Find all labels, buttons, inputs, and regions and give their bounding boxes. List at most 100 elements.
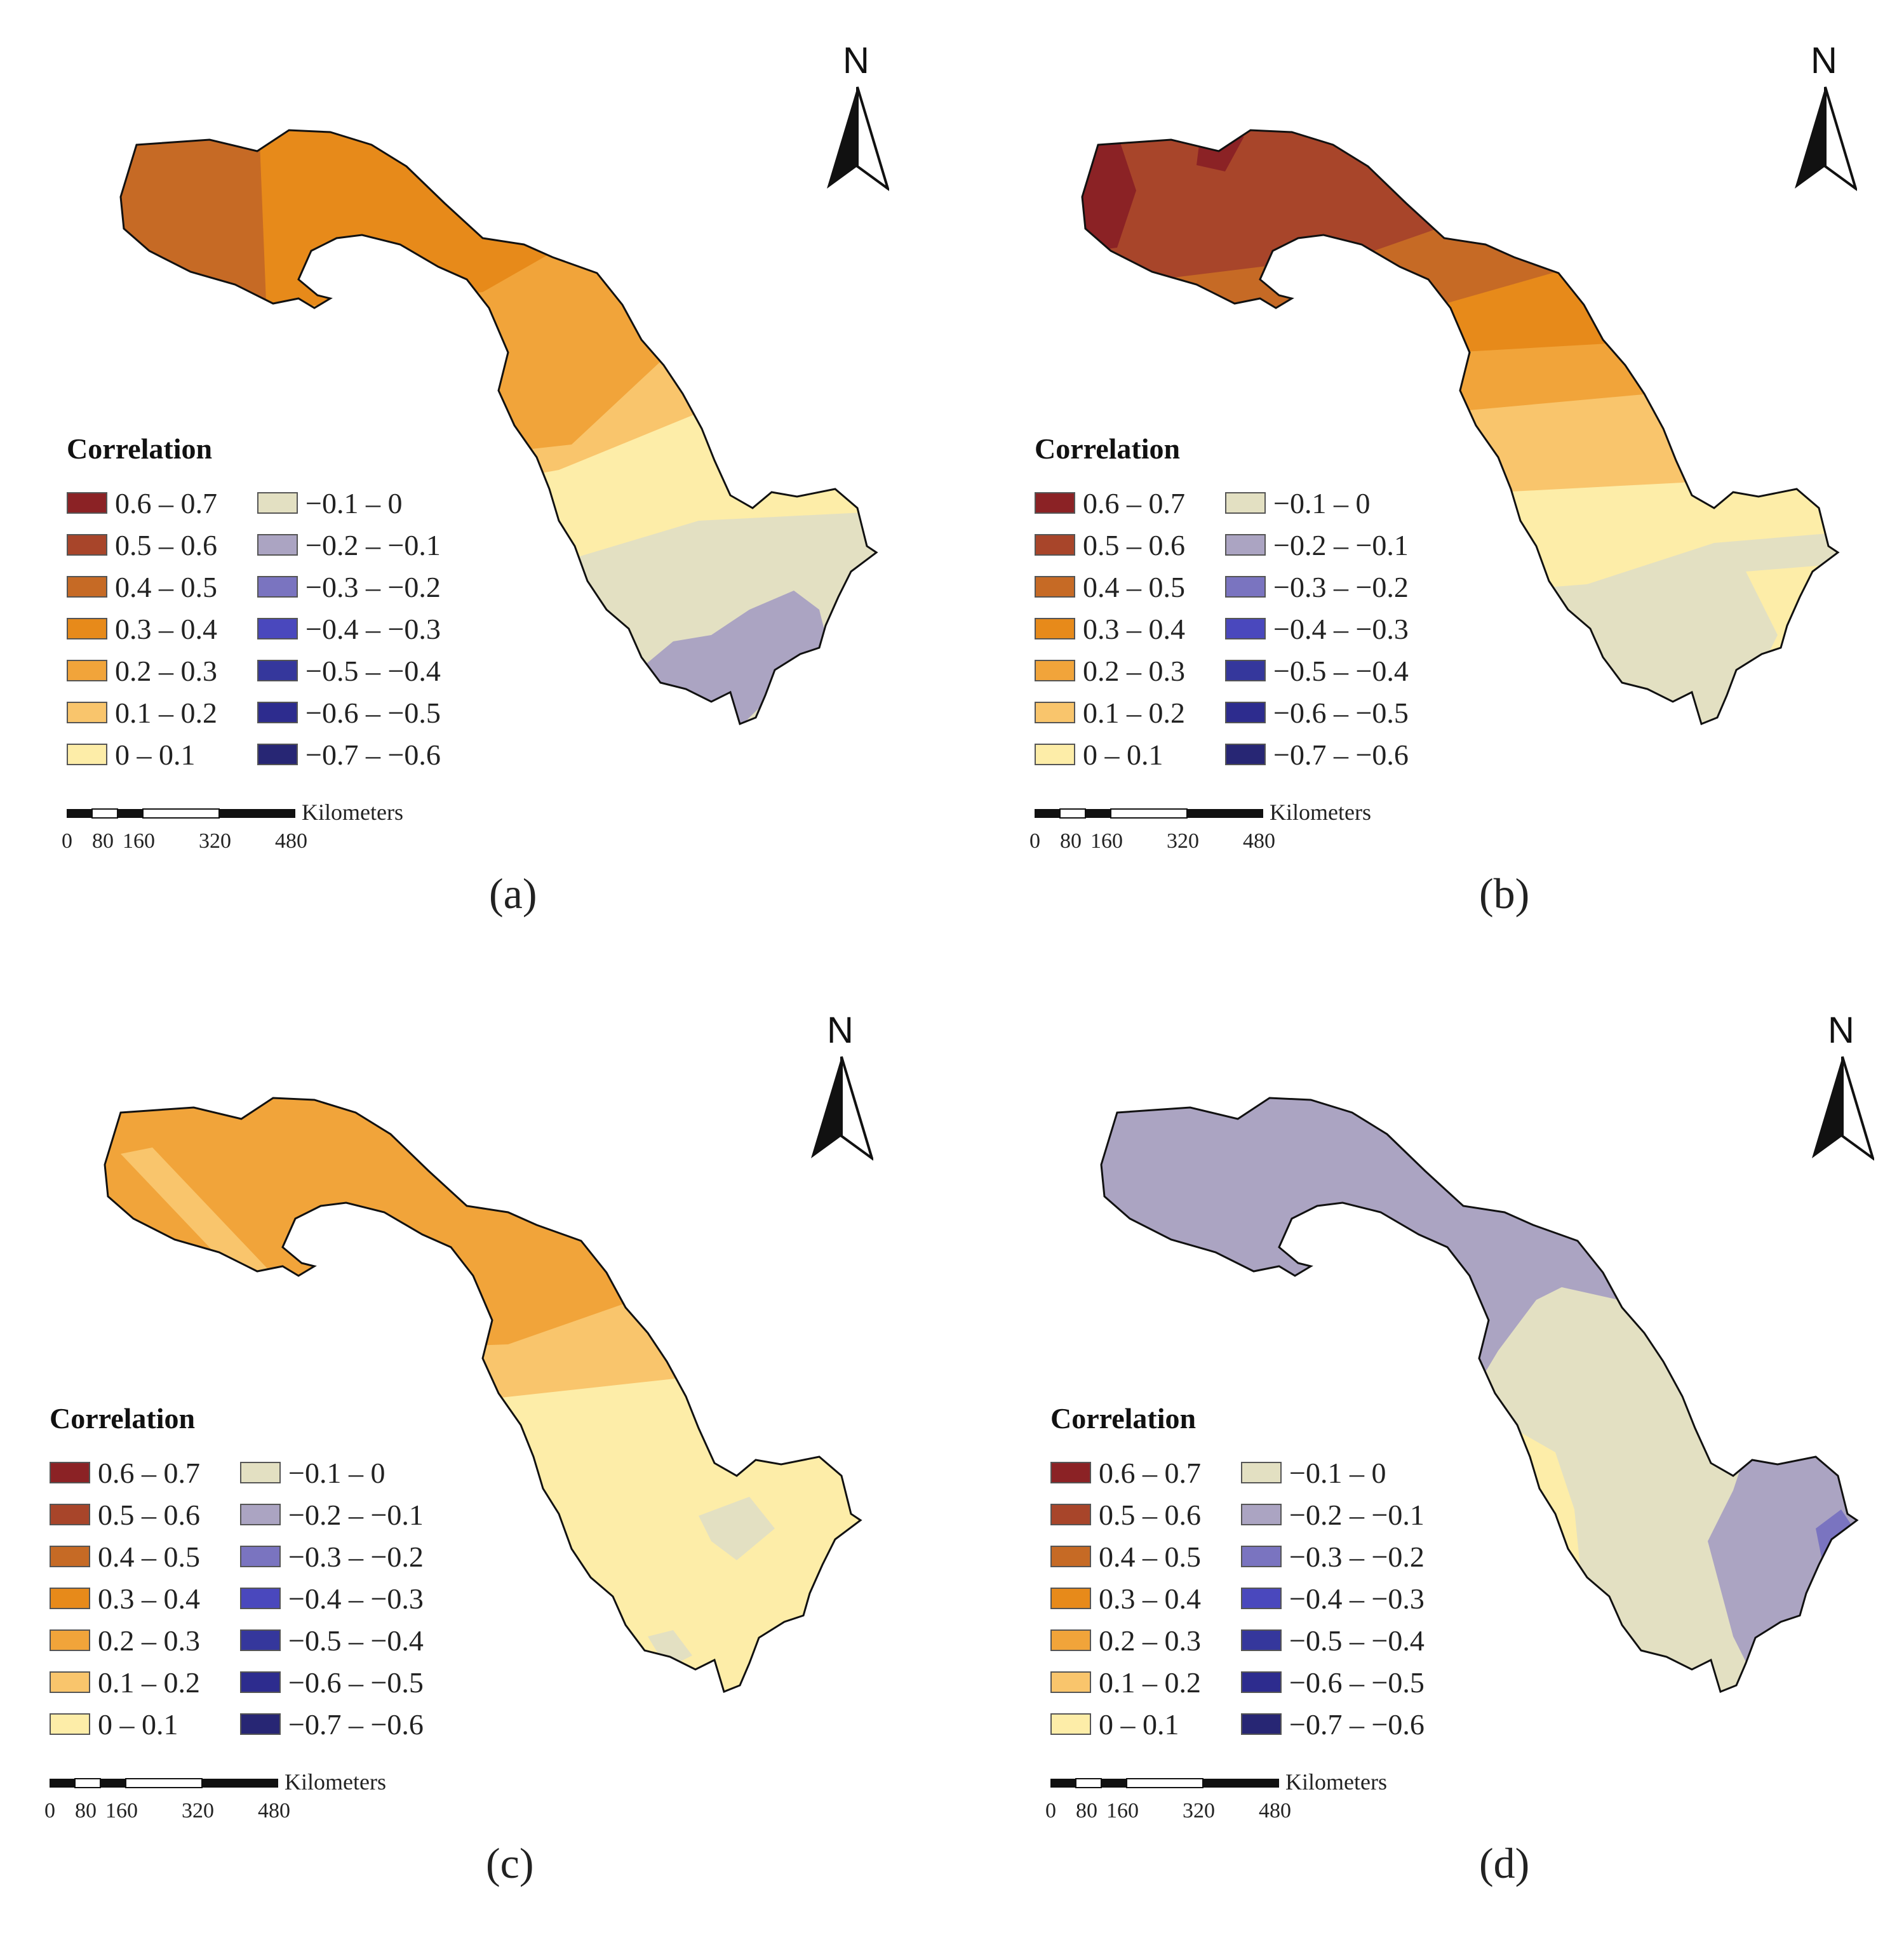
legend-label: 0.6 – 0.7 [1083,487,1185,519]
legend-swatch [240,1588,281,1609]
panel-caption: (c) [486,1839,534,1887]
panel-caption: (a) [489,869,537,918]
legend-swatch [257,702,298,723]
legend-swatch [240,1546,281,1567]
legend-title: Correlation [67,432,213,465]
legend-label: 0.3 – 0.4 [1099,1582,1201,1615]
scale-tick: 480 [275,829,307,853]
legend-swatch [50,1629,90,1651]
legend-label: −0.2 – −0.1 [305,529,441,561]
legend-label: −0.6 – −0.5 [305,697,441,729]
legend-swatch [50,1546,90,1567]
scale-unit: Kilometers [1285,1769,1387,1795]
legend-swatch [257,492,298,514]
legend-label: −0.4 – −0.3 [305,613,441,645]
legend-label: 0.2 – 0.3 [115,655,217,687]
scale-tick: 80 [1076,1799,1097,1823]
legend-label: −0.5 – −0.4 [288,1624,424,1657]
legend-label: 0.5 – 0.6 [98,1499,200,1531]
legend-swatch [67,618,107,639]
legend-swatch [67,492,107,514]
legend-swatch [257,660,298,681]
legend-label: −0.6 – −0.5 [1289,1666,1425,1699]
legend-label: 0.1 – 0.2 [98,1666,200,1699]
scale-tick: 0 [62,829,72,853]
scale-tick: 480 [1259,1799,1291,1823]
panel-caption: (d) [1479,1839,1530,1887]
scale-tick: 0 [1029,829,1040,853]
zone-b-1 [1082,130,1838,724]
legend-label: 0.5 – 0.6 [115,529,217,561]
north-arrow-icon [1812,1056,1874,1161]
scale-tick: 80 [75,1799,97,1823]
legend-label: 0.1 – 0.2 [115,697,217,729]
scale-tick: 320 [199,829,231,853]
scale-bar-graphic [1050,1778,1279,1788]
legend-swatch [1225,744,1266,765]
legend-swatch [1241,1671,1282,1693]
legend-swatch [257,618,298,639]
legend-label: 0.1 – 0.2 [1083,697,1185,729]
panel-caption: (b) [1479,869,1530,918]
zone-d-2 [1460,1287,1765,1692]
legend-swatch [67,744,107,765]
legend-swatch [1241,1588,1282,1609]
legend-swatch [50,1713,90,1735]
legend-label: −0.5 – −0.4 [1289,1624,1425,1657]
legend-swatch [1050,1713,1091,1735]
legend-label: −0.3 – −0.2 [305,571,441,603]
legend-label: −0.1 – 0 [305,487,403,519]
legend-swatch [50,1504,90,1525]
legend-swatch [1035,534,1075,556]
legend-title: Correlation [50,1402,196,1435]
legend-swatch [257,744,298,765]
legend-label: 0.6 – 0.7 [98,1457,200,1489]
scale-bar-graphic [1035,808,1263,819]
scale-tick: 320 [1183,1799,1215,1823]
legend-label: −0.7 – −0.6 [288,1708,424,1741]
legend-swatch [1225,702,1266,723]
map-panel-d: N Correlation 0.6 – 0.7 0.5 – 0.6 0.4 – … [952,970,1904,1939]
legend-label: −0.2 – −0.1 [288,1499,424,1531]
north-label: N [843,40,869,81]
legend-label: 0.2 – 0.3 [1083,655,1185,687]
legend-label: −0.1 – 0 [288,1457,385,1489]
legend-label: −0.5 – −0.4 [305,655,441,687]
map-panel-c: N Correlation 0.6 – 0.7 0.5 – 0.6 0.4 – … [0,970,952,1939]
legend-label: 0.4 – 0.5 [1083,571,1185,603]
basin-map-b [1081,129,1840,726]
legend-swatch [1241,1546,1282,1567]
legend-label: −0.7 – −0.6 [1289,1708,1425,1741]
zone-a-6 [121,130,267,330]
legend-swatch [50,1588,90,1609]
legend-swatch [1050,1504,1091,1525]
legend-label: −0.6 – −0.5 [288,1666,424,1699]
legend-label: 0.5 – 0.6 [1083,529,1185,561]
legend-label: 0.4 – 0.5 [98,1541,200,1573]
legend-label: 0 – 0.1 [1083,739,1163,771]
legend-label: 0.4 – 0.5 [1099,1541,1201,1573]
legend-swatch [1225,618,1266,639]
north-label: N [1811,40,1837,81]
legend-label: −0.1 – 0 [1273,487,1371,519]
legend-label: −0.4 – −0.3 [1273,613,1409,645]
scale-tick: 160 [105,1799,138,1823]
legend-swatch [1035,660,1075,681]
legend-swatch [67,576,107,598]
legend-label: 0 – 0.1 [1099,1708,1179,1741]
basin-map-c [104,1097,862,1694]
north-label: N [827,1010,854,1051]
legend-title: Correlation [1050,1402,1197,1435]
legend-swatch [1035,492,1075,514]
legend-swatch [1241,1462,1282,1483]
scale-bar-graphic [50,1778,278,1788]
legend-swatch [1225,534,1266,556]
scale-unit: Kilometers [302,799,403,825]
legend-label: 0.1 – 0.2 [1099,1666,1201,1699]
legend-swatch [240,1629,281,1651]
legend-label: −0.4 – −0.3 [1289,1582,1425,1615]
legend-swatch [240,1462,281,1483]
basin-map-a [119,129,878,726]
legend-label: 0.2 – 0.3 [98,1624,200,1657]
legend-label: −0.2 – −0.1 [1289,1499,1425,1531]
